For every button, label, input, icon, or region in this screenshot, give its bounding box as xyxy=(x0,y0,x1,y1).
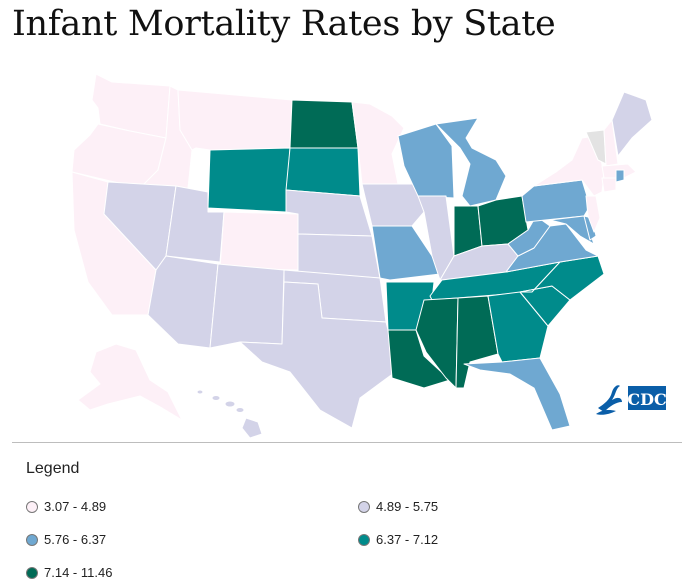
legend-swatch xyxy=(26,500,38,513)
legend-item: 7.14 - 11.46 xyxy=(26,565,112,580)
state-tx[interactable] xyxy=(239,281,399,429)
legend-label: 7.14 - 11.46 xyxy=(44,565,113,580)
hhs-eagle-icon xyxy=(596,385,622,415)
state-md[interactable] xyxy=(549,215,595,245)
state-mi[interactable] xyxy=(435,117,507,207)
legend-swatch xyxy=(358,533,370,546)
cdc-logo: CDC xyxy=(596,385,667,415)
state-wv[interactable] xyxy=(507,215,551,257)
state-ak[interactable] xyxy=(77,343,183,421)
state-ne[interactable] xyxy=(285,189,373,237)
state-ks[interactable] xyxy=(297,233,381,279)
state-wy[interactable] xyxy=(207,147,291,213)
legend-label: 3.07 - 4.89 xyxy=(44,499,107,514)
cdc-logo-text: CDC xyxy=(627,390,666,409)
state-me[interactable] xyxy=(611,91,653,157)
legend-item: 4.89 - 5.75 xyxy=(358,499,438,514)
state-ia[interactable] xyxy=(361,183,425,227)
legend-item: 5.76 - 6.37 xyxy=(26,532,106,547)
state-mt[interactable] xyxy=(177,89,293,151)
state-ri[interactable] xyxy=(615,169,625,183)
legend-divider xyxy=(12,442,682,443)
state-sd[interactable] xyxy=(285,147,361,197)
state-fl[interactable] xyxy=(463,357,571,431)
state-nd[interactable] xyxy=(289,99,359,149)
state-nm[interactable] xyxy=(209,263,285,349)
legend-label: 4.89 - 5.75 xyxy=(376,499,439,514)
state-ct[interactable] xyxy=(601,177,617,193)
legend-swatch xyxy=(358,500,370,513)
legend-swatch xyxy=(26,566,38,579)
legend-label: 6.37 - 7.12 xyxy=(376,532,439,547)
legend-label: 5.76 - 6.37 xyxy=(44,532,107,547)
state-co[interactable] xyxy=(219,211,299,271)
state-hi[interactable] xyxy=(196,389,263,439)
state-mn[interactable] xyxy=(351,101,405,185)
state-pa[interactable] xyxy=(521,179,591,223)
legend-swatch xyxy=(26,533,38,546)
state-nh[interactable] xyxy=(603,119,619,167)
legend-item: 3.07 - 4.89 xyxy=(26,499,106,514)
state-az[interactable] xyxy=(147,255,219,349)
legend-title: Legend xyxy=(26,460,80,477)
us-map xyxy=(71,73,653,439)
legend-item: 6.37 - 7.12 xyxy=(358,532,438,547)
page-title: Infant Mortality Rates by State xyxy=(12,4,556,44)
